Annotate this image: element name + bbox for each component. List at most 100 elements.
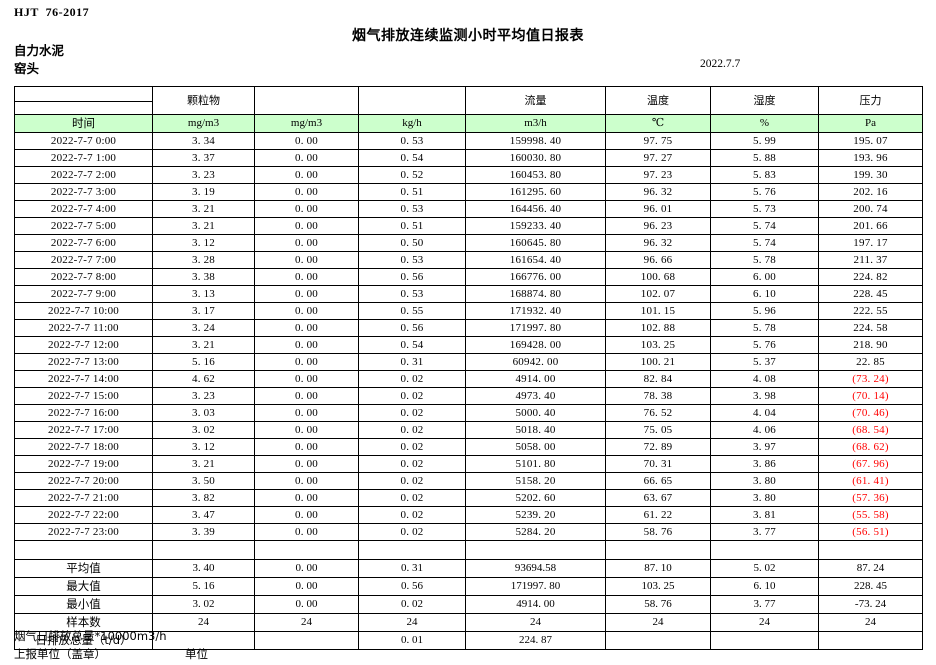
cell-value: 168874. 80 — [465, 285, 606, 303]
cell-value: 3. 23 — [152, 387, 255, 405]
cell-value: 0. 02 — [358, 506, 466, 524]
cell-blank — [152, 540, 255, 560]
cell-value: 0. 00 — [254, 387, 359, 405]
cell-blank — [358, 540, 466, 560]
table-row: 2022-7-7 14:00 4. 62 0. 00 0. 02 4914. 00 82.… — [14, 370, 923, 388]
footer-reporting-unit: 上报单位（盖章） — [14, 647, 106, 661]
cell-value: 76. 52 — [605, 404, 711, 422]
cell-value: 201. 66 — [818, 217, 923, 235]
summary-value: 0. 31 — [358, 559, 466, 578]
group-header-particulate: 颗粒物 — [152, 86, 255, 115]
cell-value: 5. 37 — [710, 353, 819, 371]
cell-value: 3. 21 — [152, 217, 255, 235]
cell-value: 66. 65 — [605, 472, 711, 490]
cell-timestamp: 2022-7-7 16:00 — [14, 404, 153, 422]
cell-value: 5018. 40 — [465, 421, 606, 439]
table-row: 2022-7-7 20:00 3. 50 0. 00 0. 02 5158. 20 66.… — [14, 472, 923, 490]
cell-value: 197. 17 — [818, 234, 923, 252]
cell-value: 3. 80 — [710, 489, 819, 507]
cell-value: 0. 00 — [254, 438, 359, 456]
cell-timestamp: 2022-7-7 9:00 — [14, 285, 153, 303]
cell-value: 0. 51 — [358, 217, 466, 235]
cell-value: 3. 80 — [710, 472, 819, 490]
cell-value: 169428. 00 — [465, 336, 606, 354]
cell-value: 3. 23 — [152, 166, 255, 184]
cell-value: 0. 00 — [254, 404, 359, 422]
cell-blank — [14, 540, 153, 560]
cell-value: 211. 37 — [818, 251, 923, 269]
summary-value — [254, 631, 359, 650]
cell-value: 0. 54 — [358, 149, 466, 167]
summary-value: 58. 76 — [605, 595, 711, 614]
table-row: 2022-7-7 19:00 3. 21 0. 00 0. 02 5101. 80 70.… — [14, 455, 923, 473]
cell-value: 5. 74 — [710, 234, 819, 252]
cell-value: 100. 21 — [605, 353, 711, 371]
cell-value: 202. 16 — [818, 183, 923, 201]
column-header-unit-mgm3-a: mg/m3 — [152, 114, 255, 133]
cell-value: 5. 74 — [710, 217, 819, 235]
summary-value: 24 — [710, 613, 819, 632]
cell-value: 0. 53 — [358, 132, 466, 150]
cell-value: 5. 96 — [710, 302, 819, 320]
table-row: 2022-7-7 7:00 3. 28 0. 00 0. 53 161654. 40 96… — [14, 251, 923, 269]
cell-value: (68. 62) — [818, 438, 923, 456]
cell-value: 4. 08 — [710, 370, 819, 388]
cell-value: 0. 00 — [254, 302, 359, 320]
cell-value: 0. 02 — [358, 421, 466, 439]
cell-value: 0. 00 — [254, 319, 359, 337]
summary-value: 0. 00 — [254, 559, 359, 578]
group-header-blank-3 — [358, 86, 466, 115]
cell-value: 3. 12 — [152, 234, 255, 252]
table-row: 2022-7-7 18:00 3. 12 0. 00 0. 02 5058. 00 72.… — [14, 438, 923, 456]
cell-value: 0. 00 — [254, 285, 359, 303]
cell-value: 0. 02 — [358, 438, 466, 456]
table-row: 2022-7-7 11:00 3. 24 0. 00 0. 56 171997. 80 1… — [14, 319, 923, 337]
cell-timestamp: 2022-7-7 0:00 — [14, 132, 153, 150]
table-row: 2022-7-7 22:00 3. 47 0. 00 0. 02 5239. 20 61.… — [14, 506, 923, 524]
cell-value: 4973. 40 — [465, 387, 606, 405]
cell-value: 3. 98 — [710, 387, 819, 405]
cell-timestamp: 2022-7-7 20:00 — [14, 472, 153, 490]
table-row: 2022-7-7 10:00 3. 17 0. 00 0. 55 171932. 40 1… — [14, 302, 923, 320]
cell-value: 0. 00 — [254, 149, 359, 167]
cell-value: 3. 97 — [710, 438, 819, 456]
summary-value: 0. 56 — [358, 577, 466, 596]
table-row: 2022-7-7 9:00 3. 13 0. 00 0. 53 168874. 80 10… — [14, 285, 923, 303]
cell-value: 0. 02 — [358, 455, 466, 473]
cell-timestamp: 2022-7-7 10:00 — [14, 302, 153, 320]
table-row: 2022-7-7 8:00 3. 38 0. 00 0. 56 166776. 00 10… — [14, 268, 923, 286]
cell-value: 0. 00 — [254, 506, 359, 524]
footer-unit-label: 单位 — [185, 647, 208, 661]
summary-label: 最小值 — [14, 595, 153, 614]
cell-value: 3. 13 — [152, 285, 255, 303]
group-header-blank-2 — [254, 86, 359, 115]
cell-value: 4. 62 — [152, 370, 255, 388]
cell-timestamp: 2022-7-7 17:00 — [14, 421, 153, 439]
cell-value: 82. 84 — [605, 370, 711, 388]
table-group-header-row: 颗粒物 流量 温度 湿度 压力 — [14, 86, 923, 115]
cell-value: 0. 00 — [254, 523, 359, 541]
cell-blank — [710, 540, 819, 560]
column-header-unit-mgm3-b: mg/m3 — [254, 114, 359, 133]
cell-timestamp: 2022-7-7 14:00 — [14, 370, 153, 388]
cell-value: 0. 00 — [254, 200, 359, 218]
cell-value: 0. 00 — [254, 370, 359, 388]
summary-label: 日排放总量（t/d） — [14, 631, 153, 650]
organization-name: 自力水泥 — [14, 43, 65, 58]
cell-value: 78. 38 — [605, 387, 711, 405]
cell-value: 5. 83 — [710, 166, 819, 184]
cell-timestamp: 2022-7-7 8:00 — [14, 268, 153, 286]
cell-value: 4. 04 — [710, 404, 819, 422]
cell-value: 3. 47 — [152, 506, 255, 524]
cell-timestamp: 2022-7-7 5:00 — [14, 217, 153, 235]
cell-value: 0. 00 — [254, 166, 359, 184]
cell-value: 0. 00 — [254, 251, 359, 269]
table-row: 2022-7-7 0:00 3. 34 0. 00 0. 53 159998. 40 97… — [14, 132, 923, 150]
cell-timestamp: 2022-7-7 4:00 — [14, 200, 153, 218]
summary-value: 103. 25 — [605, 577, 711, 596]
cell-value: 0. 00 — [254, 234, 359, 252]
cell-value: 3. 81 — [710, 506, 819, 524]
summary-value: 0. 00 — [254, 577, 359, 596]
summary-value: 87. 10 — [605, 559, 711, 578]
cell-value: (56. 51) — [818, 523, 923, 541]
